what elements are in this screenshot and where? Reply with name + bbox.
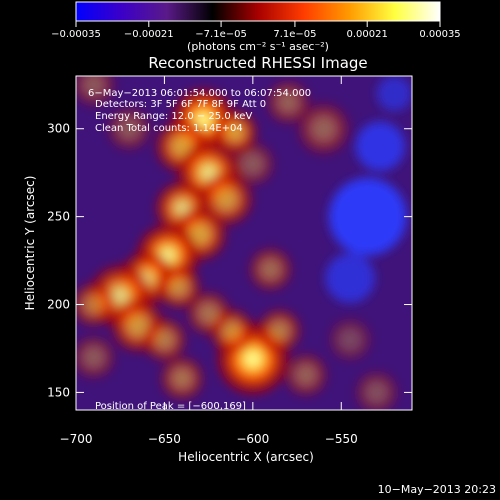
emission-blob bbox=[248, 247, 293, 292]
image-plot-area bbox=[76, 76, 412, 410]
emission-blob bbox=[257, 308, 302, 353]
annotation-block: 6−May−2013 06:01:54.000 to 06:07:54.000 … bbox=[88, 88, 311, 134]
annotation-energy-range: Energy Range: 12.0 − 25.0 keV bbox=[95, 111, 252, 122]
colorbar-unit-label: (photons cm⁻² s⁻¹ asec⁻²) bbox=[187, 40, 329, 53]
annotation-time-range: 6−May−2013 06:01:54.000 to 06:07:54.000 bbox=[88, 88, 311, 99]
y-tick-label: 250 bbox=[47, 210, 70, 224]
negative-flux-region bbox=[325, 253, 375, 303]
x-tick-label: −600 bbox=[236, 432, 269, 446]
emission-blob bbox=[106, 106, 152, 151]
emission-blob bbox=[142, 317, 187, 362]
emission-blob bbox=[156, 264, 201, 310]
colorbar bbox=[75, 1, 441, 22]
chart-title: Reconstructed RHESSI Image bbox=[148, 54, 367, 72]
colorbar-tick-label: 7.1e−05 bbox=[273, 29, 316, 40]
colorbar-ticks: −0.00035 −0.00021 −7.1e−05 7.1e−05 0.00021 0.… bbox=[51, 21, 461, 40]
plot-frame bbox=[75, 75, 413, 411]
emission-blob bbox=[328, 317, 373, 362]
emission-blob bbox=[266, 80, 311, 125]
emission-blob bbox=[354, 370, 399, 410]
x-tick-label: −650 bbox=[148, 432, 181, 446]
negative-flux-layer bbox=[325, 76, 412, 303]
x-tick-label: −700 bbox=[60, 432, 93, 446]
emission-blob bbox=[297, 102, 351, 156]
annotation-clean-counts: Clean Total counts: 1.14E+04 bbox=[95, 123, 243, 134]
emission-blob bbox=[76, 282, 116, 327]
peak-position-label: Position of Peak = [−600,169] bbox=[95, 401, 246, 412]
emission-blob bbox=[283, 352, 328, 397]
emission-blob bbox=[76, 76, 116, 107]
y-tick-label: 200 bbox=[47, 298, 70, 312]
emission-blob bbox=[186, 291, 231, 336]
emission-layer bbox=[76, 76, 399, 410]
y-axis-ticks: 150 200 250 300 bbox=[47, 122, 412, 399]
colorbar-tick-label: 0.00035 bbox=[419, 29, 460, 40]
y-axis-label: Heliocentric Y (arcsec) bbox=[23, 176, 37, 311]
render-timestamp: 10−May−2013 20:23 bbox=[378, 483, 496, 496]
colorbar-tick-label: 0.00021 bbox=[347, 29, 388, 40]
x-axis-label: Heliocentric X (arcsec) bbox=[178, 450, 314, 464]
negative-flux-region bbox=[328, 177, 407, 256]
y-tick-label: 300 bbox=[47, 122, 70, 136]
emission-blob bbox=[160, 356, 205, 401]
emission-blob bbox=[76, 335, 116, 380]
negative-flux-region bbox=[355, 121, 405, 172]
colorbar-tick-label: −0.00035 bbox=[51, 29, 101, 40]
negative-flux-region bbox=[376, 76, 412, 112]
colorbar-tick-label: −7.1e−05 bbox=[195, 29, 247, 40]
y-tick-label: 150 bbox=[47, 385, 70, 399]
x-axis-ticks: −700 −650 −600 −550 bbox=[60, 76, 358, 446]
x-tick-label: −550 bbox=[325, 432, 358, 446]
annotation-detectors: Detectors: 3F 5F 6F 7F 8F 9F Att 0 bbox=[95, 99, 266, 110]
colorbar-tick-label: −0.00021 bbox=[124, 29, 174, 40]
emission-blob bbox=[230, 141, 275, 186]
